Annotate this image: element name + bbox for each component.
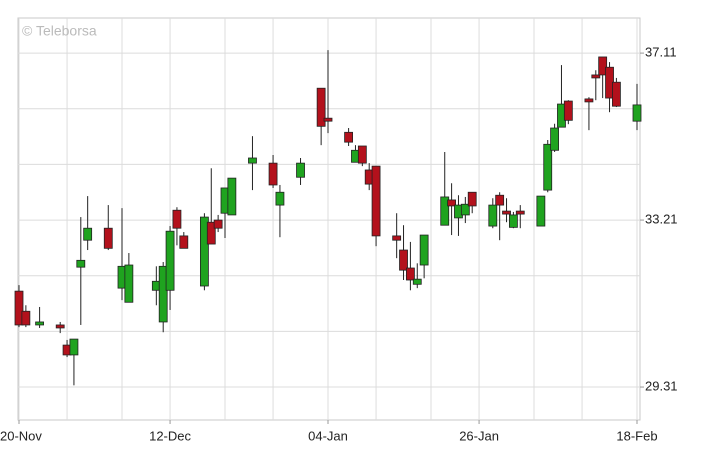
candle-body (316, 87, 326, 127)
candle-body (296, 162, 305, 178)
candle-body (227, 177, 237, 216)
candle-body (536, 195, 546, 227)
candle-body (213, 219, 223, 229)
candle-body (83, 227, 93, 241)
y-tick-label: 37.11 (645, 45, 677, 60)
candle-body (467, 191, 477, 207)
candle-body (495, 194, 505, 206)
candle-body (412, 278, 422, 285)
candle-body (591, 74, 601, 79)
candle-body (21, 310, 31, 326)
candle-body (543, 143, 553, 191)
plot-frame (17, 17, 641, 421)
candle-body (76, 259, 86, 268)
candle-body (323, 117, 333, 122)
x-tick-label: 20-Nov (0, 428, 42, 443)
candle-body (460, 203, 470, 216)
x-tick-label: 18-Feb (616, 428, 657, 443)
candle-body (399, 249, 408, 271)
candle-body (502, 210, 511, 215)
candle-body (550, 127, 559, 151)
candle-body (248, 157, 257, 164)
candle-body (371, 165, 381, 237)
candle-body (158, 265, 168, 323)
y-tick-label: 29.31 (645, 378, 678, 393)
candle-body (124, 264, 134, 303)
candle-body (508, 214, 518, 228)
candle-body (172, 209, 182, 229)
candle-body (612, 81, 621, 107)
candle-body (103, 227, 113, 249)
candle-body (584, 98, 594, 103)
candle-body (165, 230, 175, 291)
candle-body (563, 100, 573, 121)
candle-body (199, 216, 209, 287)
x-tick-label: 26-Jan (459, 428, 499, 443)
candle-body (69, 338, 79, 356)
candle-body (179, 235, 189, 249)
x-tick-label: 04-Jan (308, 428, 348, 443)
watermark: © Teleborsa (22, 23, 97, 39)
candle-body (515, 210, 525, 215)
candle-body (275, 191, 285, 206)
candle-body (357, 145, 367, 164)
candle-body (206, 221, 216, 245)
x-tick-label: 12-Dec (149, 428, 191, 443)
candle-body (344, 131, 354, 143)
candle-body (632, 104, 642, 122)
candle-body (392, 235, 402, 241)
candle-body (419, 234, 429, 266)
candle-body (447, 199, 457, 207)
candle-body (268, 162, 278, 186)
candle-body (35, 321, 44, 326)
candle-body (405, 267, 415, 281)
candle-body (55, 324, 65, 329)
candle-body (440, 196, 450, 226)
candle-body (488, 204, 498, 227)
y-tick-label: 33.21 (645, 212, 678, 227)
candle-body (598, 56, 608, 76)
candle-body (14, 290, 24, 326)
